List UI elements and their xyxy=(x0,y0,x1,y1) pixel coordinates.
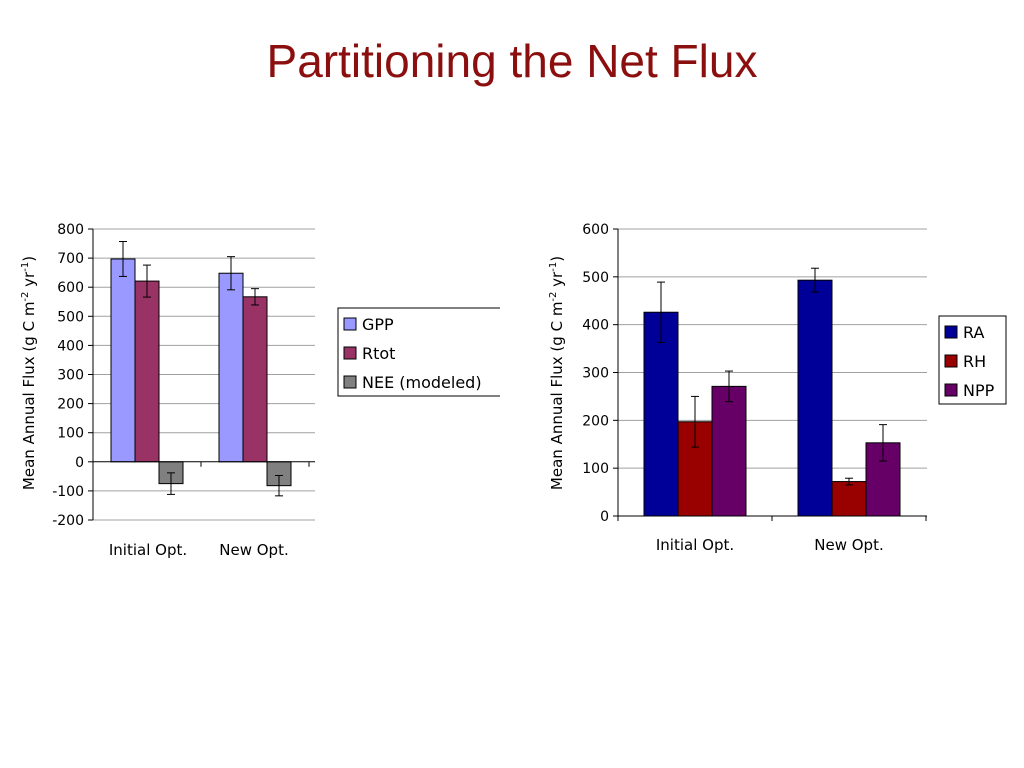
legend-swatch xyxy=(343,317,357,331)
bar-ra xyxy=(797,279,833,517)
bar-npp xyxy=(711,385,747,517)
y-tick-label: 200 xyxy=(57,397,84,413)
legend-label: Rtot xyxy=(362,344,395,363)
chart-2-legend: RA RH NPP xyxy=(938,315,1007,405)
ylabel-part-4: ) xyxy=(20,256,38,262)
ylabel-part-4: ) xyxy=(548,256,566,262)
chart-1-y-axis-label: Mean Annual Flux (g C m-2 yr-1) xyxy=(20,256,38,490)
ylabel-sup-3: -1 xyxy=(548,262,559,272)
y-tick-label: 700 xyxy=(57,251,84,267)
y-tick-label: 300 xyxy=(57,368,84,384)
y-tick-label: 200 xyxy=(582,413,609,429)
chart-2-ra-rh-npp: Mean Annual Flux (g C m-2 yr-1) 0 100 200 3… xyxy=(548,222,1007,554)
ylabel-part-2: yr xyxy=(20,271,38,292)
ylabel-sup-3: -1 xyxy=(20,262,31,272)
chart-1-gpp-rtot-nee: Mean Annual Flux (g C m-2 yr-1) -200 -100… xyxy=(20,222,500,559)
y-tick-label: 0 xyxy=(75,455,84,471)
chart-2-y-axis-label: Mean Annual Flux (g C m-2 yr-1) xyxy=(548,256,566,490)
y-tick-label: 500 xyxy=(57,309,84,325)
y-tick-label: 800 xyxy=(57,222,84,238)
bar-gpp xyxy=(110,258,136,463)
legend-label: GPP xyxy=(362,315,394,334)
y-tick-label: 400 xyxy=(57,338,84,354)
legend-swatch xyxy=(343,346,357,360)
chart-2-plot-area: 0 100 200 300 400 500 600 Initial Opt. New Opt. xyxy=(582,222,927,554)
x-category-label: Initial Opt. xyxy=(109,541,187,559)
ylabel-sup-1: -2 xyxy=(20,292,31,302)
legend-label: NPP xyxy=(963,381,995,400)
ylabel-part-0: Mean Annual Flux (g C m xyxy=(548,302,566,491)
y-tick-label: 400 xyxy=(582,318,609,334)
x-category-label: New Opt. xyxy=(219,541,288,559)
chart-1-legend: GPP Rtot NEE (modeled) xyxy=(337,307,500,397)
x-category-label: New Opt. xyxy=(814,536,883,554)
y-tick-label: 500 xyxy=(582,270,609,286)
legend-label: RA xyxy=(963,323,984,342)
bar-gpp xyxy=(218,272,244,463)
y-tick-label: 600 xyxy=(582,222,609,238)
ylabel-sup-1: -2 xyxy=(548,292,559,302)
bar-rtot xyxy=(242,296,268,463)
legend-swatch xyxy=(944,325,958,339)
legend-label: RH xyxy=(963,352,986,371)
ylabel-part-2: yr xyxy=(548,271,566,292)
y-tick-label: 100 xyxy=(582,461,609,477)
y-tick-label: 100 xyxy=(57,426,84,442)
x-category-label: Initial Opt. xyxy=(656,536,734,554)
legend-swatch xyxy=(944,383,958,397)
chart-1-plot-area: -200 -100 0 100 200 300 400 500 600 700 800 Initial… xyxy=(52,222,315,559)
legend-box xyxy=(337,307,500,397)
bar-rtot xyxy=(134,280,160,463)
ylabel-part-0: Mean Annual Flux (g C m xyxy=(20,302,38,491)
y-tick-label: -100 xyxy=(52,484,84,500)
y-tick-label: 600 xyxy=(57,280,84,296)
y-tick-label: 0 xyxy=(600,509,609,525)
legend-label: NEE (modeled) xyxy=(362,373,482,392)
legend-swatch xyxy=(343,375,357,389)
slide-title: Partitioning the Net Flux xyxy=(266,35,758,87)
legend-swatch xyxy=(944,354,958,368)
y-tick-label: 300 xyxy=(582,366,609,382)
bar-ra xyxy=(643,311,679,517)
y-tick-label: -200 xyxy=(52,513,84,529)
bar-rh xyxy=(831,481,867,517)
